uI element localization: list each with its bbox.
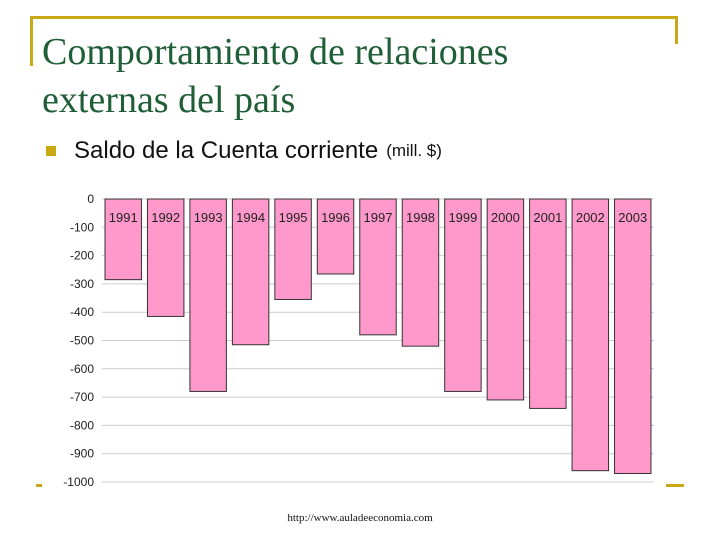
y-tick-label: -500 [70, 334, 94, 348]
category-label-2002: 2002 [576, 210, 605, 225]
category-label-1992: 1992 [151, 210, 180, 225]
category-label-2003: 2003 [618, 210, 647, 225]
category-label-1999: 1999 [448, 210, 477, 225]
category-label-1997: 1997 [364, 210, 393, 225]
y-tick-label: -800 [70, 418, 94, 432]
category-label-1995: 1995 [279, 210, 308, 225]
bar-2002 [571, 198, 610, 472]
y-tick-label: -700 [70, 390, 94, 404]
y-tick-label: -200 [70, 249, 94, 263]
category-label-1991: 1991 [109, 210, 138, 225]
bar-1995 [274, 198, 312, 300]
y-tick-label: -300 [70, 277, 94, 291]
bar-1992 [146, 198, 185, 317]
frame-top-line [30, 16, 678, 19]
y-tick-label: -900 [70, 447, 94, 461]
category-label-1993: 1993 [194, 210, 223, 225]
bar-1994 [231, 198, 270, 346]
square-bullet-icon [46, 146, 56, 156]
y-tick-label: -600 [70, 362, 94, 376]
category-label-2000: 2000 [491, 210, 520, 225]
y-tick-label: -400 [70, 305, 94, 319]
frame-bottom-right-mark [666, 484, 684, 487]
bar-1991 [104, 198, 142, 281]
bullet-text: Saldo de la Cuenta corriente [74, 137, 379, 164]
frame-bottom-left-mark [36, 484, 42, 487]
bar-2001 [529, 198, 567, 409]
bar-2003 [614, 198, 652, 475]
bar-1996 [316, 198, 355, 275]
bar-2000 [486, 198, 525, 401]
y-tick-label: 0 [87, 192, 94, 206]
slide-title-line-1: Comportamiento de relaciones [42, 31, 509, 73]
category-label-1996: 1996 [321, 210, 350, 225]
source-url: http://www.auladeeconomia.com [287, 512, 433, 524]
bullet-unit: (mill. $) [386, 141, 442, 160]
y-tick-label: -1000 [63, 475, 94, 489]
frame-right-line [675, 16, 678, 44]
slide-title: Comportamiento de relaciones externas de… [42, 28, 682, 124]
bar-1997 [359, 198, 397, 336]
bullet-item: Saldo de la Cuenta corriente (mill. $) [46, 136, 442, 166]
bar-1998 [401, 198, 440, 347]
y-tick-label: -100 [70, 220, 94, 234]
slide-title-line-2: externas del país [42, 79, 296, 121]
frame-left-line [30, 16, 33, 66]
category-label-2001: 2001 [533, 210, 562, 225]
category-label-1998: 1998 [406, 210, 435, 225]
bar-1999 [444, 198, 482, 392]
bar-1993 [189, 198, 227, 392]
category-label-1994: 1994 [236, 210, 265, 225]
current-account-bar-chart: 0 -100 -200 -300 -400 -500 -600 -700 -800 -900 -10… [63, 192, 654, 489]
